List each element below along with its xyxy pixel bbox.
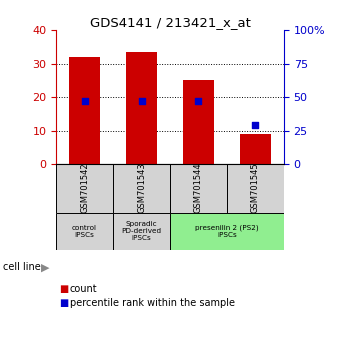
Text: control
IPSCs: control IPSCs	[72, 225, 97, 238]
Bar	[170, 164, 227, 213]
Text: Sporadic
PD-derived
iPSCs: Sporadic PD-derived iPSCs	[121, 221, 162, 241]
Text: count: count	[70, 284, 97, 293]
Bar	[56, 164, 113, 213]
Bar	[170, 213, 284, 250]
Bar	[69, 57, 100, 164]
Text: cell line: cell line	[3, 262, 41, 272]
Bar	[113, 164, 170, 213]
Text: percentile rank within the sample: percentile rank within the sample	[70, 298, 235, 308]
Bar	[227, 164, 284, 213]
Bar	[183, 80, 214, 164]
Text: ■: ■	[59, 284, 69, 293]
Text: GSM701542: GSM701542	[80, 162, 89, 213]
Text: GSM701544: GSM701544	[194, 162, 203, 213]
Point	[82, 98, 87, 103]
Bar	[113, 213, 170, 250]
Point	[253, 122, 258, 128]
Bar	[56, 213, 113, 250]
Text: GSM701543: GSM701543	[137, 162, 146, 213]
Text: GSM701545: GSM701545	[251, 162, 260, 213]
Point	[139, 98, 144, 103]
Text: ■: ■	[59, 298, 69, 308]
Bar	[240, 134, 271, 164]
Text: ▶: ▶	[41, 262, 50, 272]
Point	[196, 98, 201, 103]
Text: presenilin 2 (PS2)
iPSCs: presenilin 2 (PS2) iPSCs	[195, 224, 259, 238]
Bar	[126, 52, 157, 164]
Title: GDS4141 / 213421_x_at: GDS4141 / 213421_x_at	[89, 16, 251, 29]
